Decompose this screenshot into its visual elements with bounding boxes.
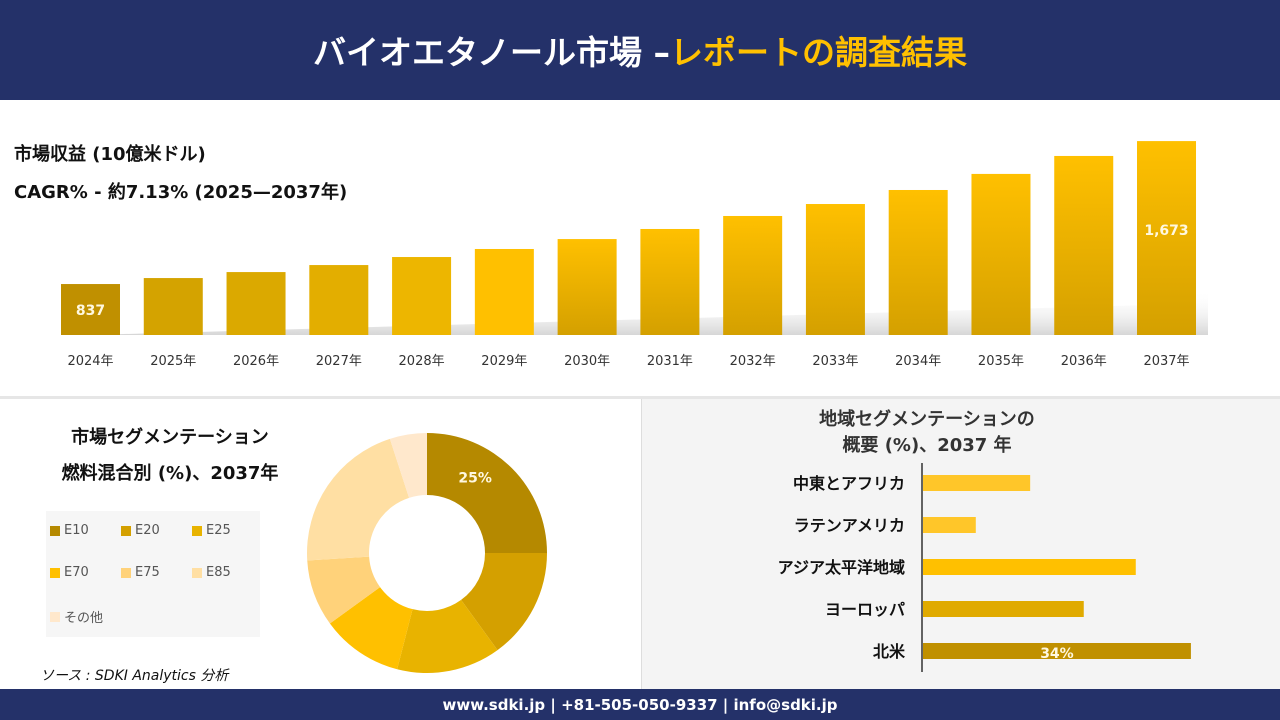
x-tick-label: 2035年 (978, 354, 1024, 369)
category-label: ラテンアメリカ (794, 516, 905, 535)
bar-2025年 (143, 278, 203, 335)
legend-swatch (121, 525, 131, 536)
cagr-text: CAGR% - 約7.13% (2025—2037年) (14, 182, 348, 203)
donut-slice-E10 (427, 433, 547, 553)
bar-2033年 (805, 204, 865, 335)
donut-slice-E75 (307, 556, 381, 624)
fuel-title-1: 市場セグメンテーション (71, 427, 269, 448)
legend-swatch (50, 611, 60, 622)
x-tick-label: 2027年 (316, 354, 362, 369)
data-label: 1,673 (1144, 223, 1188, 239)
data-label: 25% (458, 470, 492, 486)
header-banner: バイオエタノール市場 – レポートの調査結果 (0, 0, 1280, 100)
category-label: 北米 (873, 642, 906, 661)
legend-item: E75 (121, 565, 160, 580)
donut-slice-その他 (389, 433, 427, 498)
legend-item: E20 (121, 523, 160, 538)
bar-2031年 (640, 228, 700, 335)
bar-アジア太平洋地域 (923, 559, 1136, 575)
legend-label: E25 (206, 523, 231, 538)
data-label: 837 (76, 303, 105, 319)
donut-slice-E20 (461, 553, 547, 651)
donut-slice-E25 (397, 599, 498, 673)
header-title-accent: レポートの調査結果 (670, 33, 967, 72)
x-tick-label: 2025年 (150, 354, 196, 369)
legend-item: E85 (192, 565, 231, 580)
x-tick-label: 2024年 (67, 354, 113, 369)
x-tick-label: 2029年 (481, 354, 527, 369)
bar-2028年 (392, 257, 452, 335)
x-tick-label: 2031年 (647, 354, 693, 369)
bar-2037年 (1137, 141, 1197, 335)
fuel-legend: E10 E20 E25 E70 E75 E85 その他 (46, 511, 260, 637)
category-label: アジア太平洋地域 (778, 558, 905, 577)
x-tick-label: 2030年 (564, 354, 610, 369)
revenue-title: 市場収益 (10億米ドル) (14, 144, 206, 165)
bar-2027年 (309, 265, 369, 335)
bar-2030年 (557, 239, 617, 335)
divider (0, 396, 1280, 399)
bar-2026年 (226, 272, 286, 335)
bar-2034年 (888, 189, 948, 335)
fuel-segment-panel: 市場セグメンテーション 燃料混合別 (%)、2037年 E10 E20 E25 E70… (0, 399, 640, 689)
x-tick-label: 2028年 (399, 354, 445, 369)
x-tick-label: 2036年 (1061, 354, 1107, 369)
legend-item: E25 (192, 523, 231, 538)
data-label: 34% (1040, 646, 1074, 662)
x-tick-label: 2026年 (233, 354, 279, 369)
legend-label: E10 (64, 523, 89, 538)
donut-slice-E85 (307, 438, 410, 561)
x-tick-label: 2037年 (1143, 354, 1189, 369)
donut-slice-E70 (329, 587, 413, 670)
x-tick-label: 2032年 (730, 354, 776, 369)
bar-2035年 (971, 173, 1031, 335)
bar-中東とアフリカ (923, 475, 1031, 491)
legend-item: E10 (50, 523, 89, 538)
legend-swatch (192, 567, 202, 578)
footer-contact: www.sdki.jp | +81-505-050-9337 | info@sd… (0, 689, 1280, 720)
source-note: ソース : SDKI Analytics 分析 (40, 668, 229, 684)
region-segment-panel: 地域セグメンテーションの 概要 (%)、2037 年 中東とアフリカ ラテンアメリ… (641, 399, 1280, 689)
legend-label: E20 (135, 523, 160, 538)
legend-swatch (121, 567, 131, 578)
legend-swatch (50, 525, 60, 536)
fuel-title-2: 燃料混合別 (%)、2037年 (61, 463, 279, 484)
legend-label: E85 (206, 565, 231, 580)
category-label: ヨーロッパ (825, 600, 905, 619)
bar-ヨーロッパ (923, 601, 1084, 617)
legend-item: E70 (50, 565, 89, 580)
bar-2032年 (723, 215, 783, 335)
legend-item: その他 (50, 607, 103, 626)
x-tick-label: 2034年 (895, 354, 941, 369)
header-title: バイオエタノール市場 – (313, 33, 670, 72)
region-title-1: 地域セグメンテーションの (819, 409, 1035, 430)
category-label: 中東とアフリカ (793, 474, 905, 493)
legend-label: その他 (64, 611, 104, 626)
bar-2036年 (1054, 155, 1114, 335)
region-title-2: 概要 (%)、2037 年 (842, 435, 1012, 456)
bar-北米 (923, 643, 1191, 659)
legend-swatch (192, 525, 202, 536)
bar-2029年 (474, 248, 534, 335)
legend-label: E75 (135, 565, 160, 580)
revenue-bar-chart: 2024年 837 2025年 2026年 2027年 2028年 2029年 2030年 20… (61, 141, 1208, 369)
bar-ラテンアメリカ (923, 517, 976, 533)
legend-label: E70 (64, 565, 89, 580)
legend-swatch (50, 567, 60, 578)
bar-2024年 (61, 284, 120, 335)
x-tick-label: 2033年 (812, 354, 858, 369)
fuel-donut-chart: 25% (307, 433, 547, 673)
